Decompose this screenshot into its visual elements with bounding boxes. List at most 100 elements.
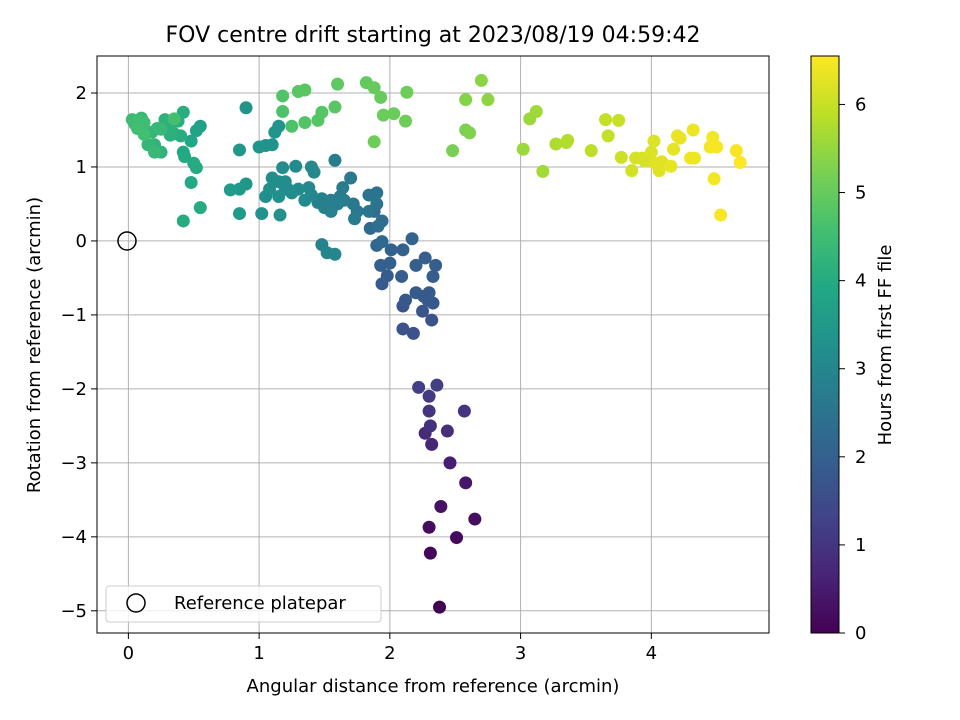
data-point bbox=[434, 500, 448, 514]
data-point bbox=[433, 600, 447, 614]
data-point bbox=[193, 201, 207, 215]
data-point bbox=[430, 378, 444, 392]
data-point bbox=[298, 193, 312, 207]
data-point bbox=[272, 190, 286, 204]
data-point bbox=[285, 119, 299, 133]
colorbar-tick-label: 5 bbox=[855, 183, 866, 204]
data-point bbox=[664, 159, 678, 173]
data-point bbox=[276, 161, 290, 175]
colorbar-tick-label: 0 bbox=[855, 623, 866, 644]
data-point bbox=[259, 190, 273, 204]
data-point bbox=[638, 154, 652, 168]
data-point bbox=[422, 389, 436, 403]
colorbar-tick-label: 2 bbox=[855, 447, 866, 468]
y-tick-label: −3 bbox=[60, 453, 87, 474]
y-tick-label: −2 bbox=[60, 379, 87, 400]
y-tick-label: 2 bbox=[76, 83, 87, 104]
data-point bbox=[599, 113, 613, 127]
data-point bbox=[459, 476, 473, 490]
y-tick-label: −1 bbox=[60, 305, 87, 326]
data-point bbox=[426, 269, 440, 283]
colorbar-tick-label: 1 bbox=[855, 535, 866, 556]
data-point bbox=[614, 150, 628, 164]
legend-label: Reference platepar bbox=[174, 593, 346, 614]
chart-title: FOV centre drift starting at 2023/08/19 … bbox=[166, 23, 701, 48]
data-point bbox=[673, 131, 687, 145]
y-axis-ticks: −5 −4 −3 −2 −1 0 1 2 bbox=[60, 83, 97, 622]
data-point bbox=[362, 204, 376, 218]
data-point bbox=[714, 208, 728, 222]
data-point bbox=[409, 258, 423, 272]
data-point bbox=[380, 269, 394, 283]
data-point bbox=[315, 192, 329, 206]
data-point bbox=[154, 122, 168, 136]
data-point bbox=[383, 256, 397, 270]
data-point bbox=[446, 144, 460, 158]
data-point bbox=[529, 104, 543, 118]
data-point bbox=[459, 93, 473, 107]
data-point bbox=[272, 119, 286, 133]
data-point bbox=[336, 181, 350, 195]
x-tick-label: 2 bbox=[384, 643, 395, 664]
y-tick-label: 0 bbox=[76, 231, 87, 252]
data-point bbox=[457, 404, 471, 418]
data-point bbox=[536, 164, 550, 178]
data-point bbox=[367, 81, 381, 95]
data-points bbox=[125, 73, 747, 614]
data-point bbox=[584, 144, 598, 158]
data-point bbox=[647, 134, 661, 148]
data-point bbox=[370, 186, 384, 200]
data-point bbox=[276, 89, 290, 103]
data-point bbox=[376, 108, 390, 122]
data-point bbox=[273, 208, 287, 222]
x-tick-label: 3 bbox=[515, 643, 526, 664]
data-point bbox=[687, 151, 701, 165]
data-point bbox=[561, 133, 575, 147]
data-point bbox=[409, 286, 423, 300]
data-point bbox=[298, 83, 312, 97]
data-point bbox=[131, 121, 145, 135]
data-point bbox=[371, 219, 385, 233]
data-point bbox=[405, 232, 419, 246]
x-tick-label: 0 bbox=[123, 643, 134, 664]
data-point bbox=[176, 214, 190, 228]
data-point bbox=[686, 123, 700, 137]
y-tick-label: −4 bbox=[60, 527, 87, 548]
data-point bbox=[184, 134, 198, 148]
colorbar-tick-label: 4 bbox=[855, 271, 866, 292]
legend-box bbox=[105, 585, 382, 623]
data-point bbox=[276, 104, 290, 118]
data-point bbox=[733, 156, 747, 170]
data-point bbox=[252, 140, 266, 154]
data-point bbox=[167, 112, 181, 126]
colorbar-tick-label: 6 bbox=[855, 94, 866, 115]
legend-reference-marker bbox=[126, 593, 146, 613]
data-point bbox=[396, 243, 410, 257]
legend: Reference platepar bbox=[105, 585, 382, 623]
data-point bbox=[307, 165, 321, 179]
data-point bbox=[612, 113, 626, 127]
x-axis-label: Angular distance from reference (arcmin) bbox=[247, 676, 620, 697]
data-point bbox=[474, 73, 488, 87]
data-point bbox=[396, 322, 410, 336]
data-point bbox=[423, 546, 437, 560]
data-point bbox=[416, 304, 430, 318]
data-point bbox=[625, 164, 639, 178]
data-point bbox=[422, 404, 436, 418]
data-point bbox=[425, 437, 439, 451]
colorbar bbox=[810, 55, 840, 634]
data-point bbox=[384, 243, 398, 257]
data-point bbox=[601, 129, 615, 143]
data-point bbox=[667, 142, 681, 156]
grid-lines bbox=[97, 56, 769, 633]
data-point bbox=[233, 207, 247, 221]
data-point bbox=[729, 144, 743, 158]
data-point bbox=[450, 531, 464, 545]
data-point bbox=[148, 145, 162, 159]
reference-platepar-marker bbox=[117, 231, 137, 251]
x-tick-label: 4 bbox=[646, 643, 657, 664]
data-point bbox=[429, 258, 443, 272]
y-tick-label: −5 bbox=[60, 601, 87, 622]
data-point bbox=[255, 207, 269, 221]
